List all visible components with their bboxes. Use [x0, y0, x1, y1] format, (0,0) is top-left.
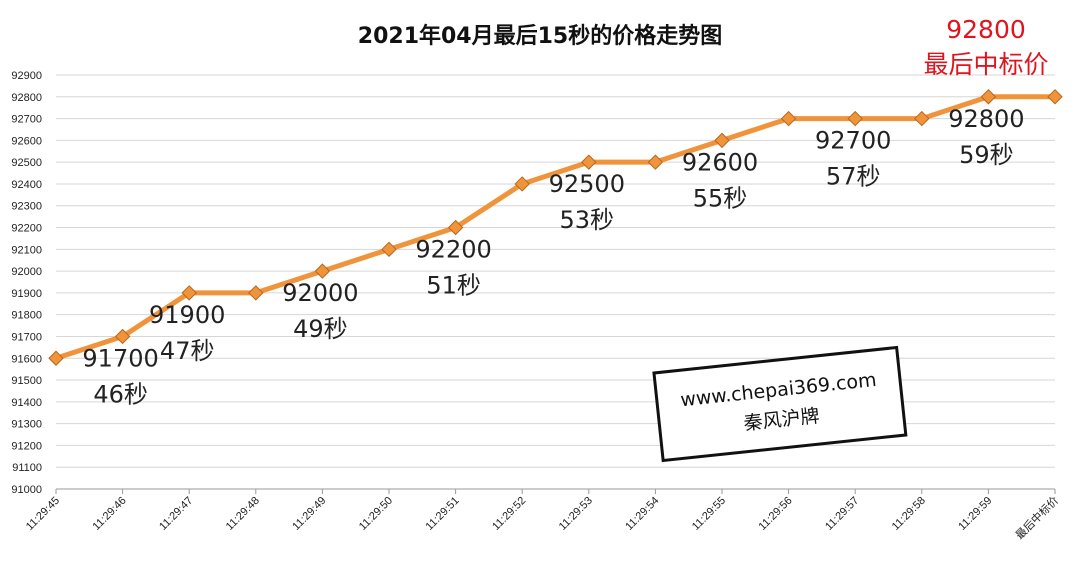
- annotation-price: 91900: [149, 301, 225, 329]
- x-tick-label: 11:29:52: [490, 495, 528, 533]
- y-tick-label: 92300: [11, 201, 42, 213]
- x-tick-label: 11:29:45: [24, 495, 62, 533]
- y-tick-label: 91600: [11, 353, 42, 365]
- annotation-time: 55秒: [693, 184, 748, 212]
- final-annotation-price: 92800: [946, 15, 1026, 44]
- y-tick-label: 91300: [11, 419, 42, 431]
- x-tick-label: 11:29:47: [157, 495, 195, 533]
- y-tick-label: 91900: [11, 288, 42, 300]
- data-point-marker: [48, 350, 64, 366]
- y-tick-label: 92700: [11, 114, 42, 126]
- annotation-price: 92000: [282, 279, 358, 307]
- y-tick-label: 92800: [11, 92, 42, 104]
- data-point-marker: [381, 241, 397, 258]
- data-point-marker: [248, 285, 264, 301]
- y-tick-label: 92500: [11, 157, 42, 169]
- x-tick-label: 11:29:54: [623, 495, 661, 533]
- y-tick-label: 92100: [11, 244, 42, 256]
- y-tick-label: 91700: [11, 331, 42, 343]
- x-tick-label: 11:29:49: [290, 495, 328, 533]
- x-tick-label: 最后中标价: [1012, 493, 1061, 542]
- y-tick-label: 92600: [11, 135, 42, 147]
- annotation-price: 92200: [415, 236, 491, 264]
- y-tick-label: 92900: [11, 70, 42, 82]
- y-tick-label: 91000: [11, 484, 42, 496]
- y-tick-label: 91400: [11, 397, 42, 409]
- series-line: [55, 94, 1055, 361]
- y-tick-label: 91800: [11, 310, 42, 322]
- watermark-frame: [652, 345, 908, 463]
- y-tick-label: 92400: [11, 179, 42, 191]
- annotation-price: 92700: [815, 127, 891, 155]
- annotation-time: 47秒: [160, 337, 215, 365]
- y-tick-label: 91200: [11, 440, 42, 452]
- y-tick-label: 92000: [11, 266, 42, 278]
- annotation-price: 91700: [82, 344, 158, 372]
- data-point-marker: [447, 219, 464, 236]
- annotation-time: 57秒: [826, 163, 881, 191]
- annotation-time: 59秒: [959, 141, 1014, 169]
- x-tick-label: 11:29:59: [956, 495, 994, 533]
- data-point-marker: [181, 285, 197, 301]
- annotation-price: 92800: [948, 105, 1024, 133]
- final-annotation: 92800 最后中标价: [923, 15, 1048, 79]
- chart-title: 2021年04月最后15秒的价格走势图: [358, 23, 722, 49]
- annotation-price: 92600: [682, 148, 758, 176]
- x-axis-tick-labels: 11:29:45 11:29:46 11:29:47 11:29:48 11:29:49…: [24, 489, 1061, 542]
- gridlines: [56, 74, 1055, 468]
- data-point-marker: [780, 110, 797, 127]
- final-annotation-label: 最后中标价: [923, 50, 1048, 79]
- data-point-marker: [114, 328, 131, 345]
- data-point-marker: [514, 176, 530, 192]
- data-point-marker: [314, 263, 331, 279]
- x-tick-label: 11:29:55: [690, 495, 728, 533]
- x-tick-label: 11:29:51: [424, 495, 462, 533]
- data-point-marker: [980, 89, 997, 105]
- x-tick-label: 11:29:53: [557, 495, 595, 533]
- data-point-marker: [714, 132, 730, 149]
- x-tick-label: 11:29:46: [91, 495, 129, 533]
- x-tick-label: 11:29:57: [823, 495, 861, 533]
- y-tick-label: 91100: [12, 462, 42, 474]
- data-annotations: 91700 46秒 91900 47秒 92000 49秒 92200 51秒 92500 53秒…: [82, 105, 1024, 409]
- data-point-marker: [581, 154, 597, 170]
- y-tick-label: 91500: [11, 375, 42, 387]
- x-tick-label: 11:29:50: [357, 495, 395, 533]
- annotation-time: 51秒: [426, 272, 481, 300]
- annotation-price: 92500: [549, 170, 625, 198]
- x-tick-label: 11:29:48: [224, 495, 262, 533]
- annotation-time: 49秒: [293, 315, 348, 343]
- annotation-time: 46秒: [93, 380, 148, 408]
- data-markers: [48, 89, 1063, 366]
- x-tick-label: 11:29:58: [890, 495, 928, 533]
- data-point-marker: [847, 110, 863, 127]
- data-point-marker: [647, 154, 664, 170]
- x-tick-label: 11:29:56: [757, 495, 795, 533]
- y-axis-tick-labels: 91000 91100 91200 91300 91400 91500 91600 91700…: [11, 70, 42, 496]
- annotation-time: 53秒: [560, 206, 615, 234]
- watermark-box: www.chepai369.com 秦风沪牌: [652, 345, 908, 463]
- y-tick-label: 92200: [11, 223, 42, 235]
- data-point-marker: [914, 110, 930, 127]
- data-point-marker: [1047, 89, 1063, 105]
